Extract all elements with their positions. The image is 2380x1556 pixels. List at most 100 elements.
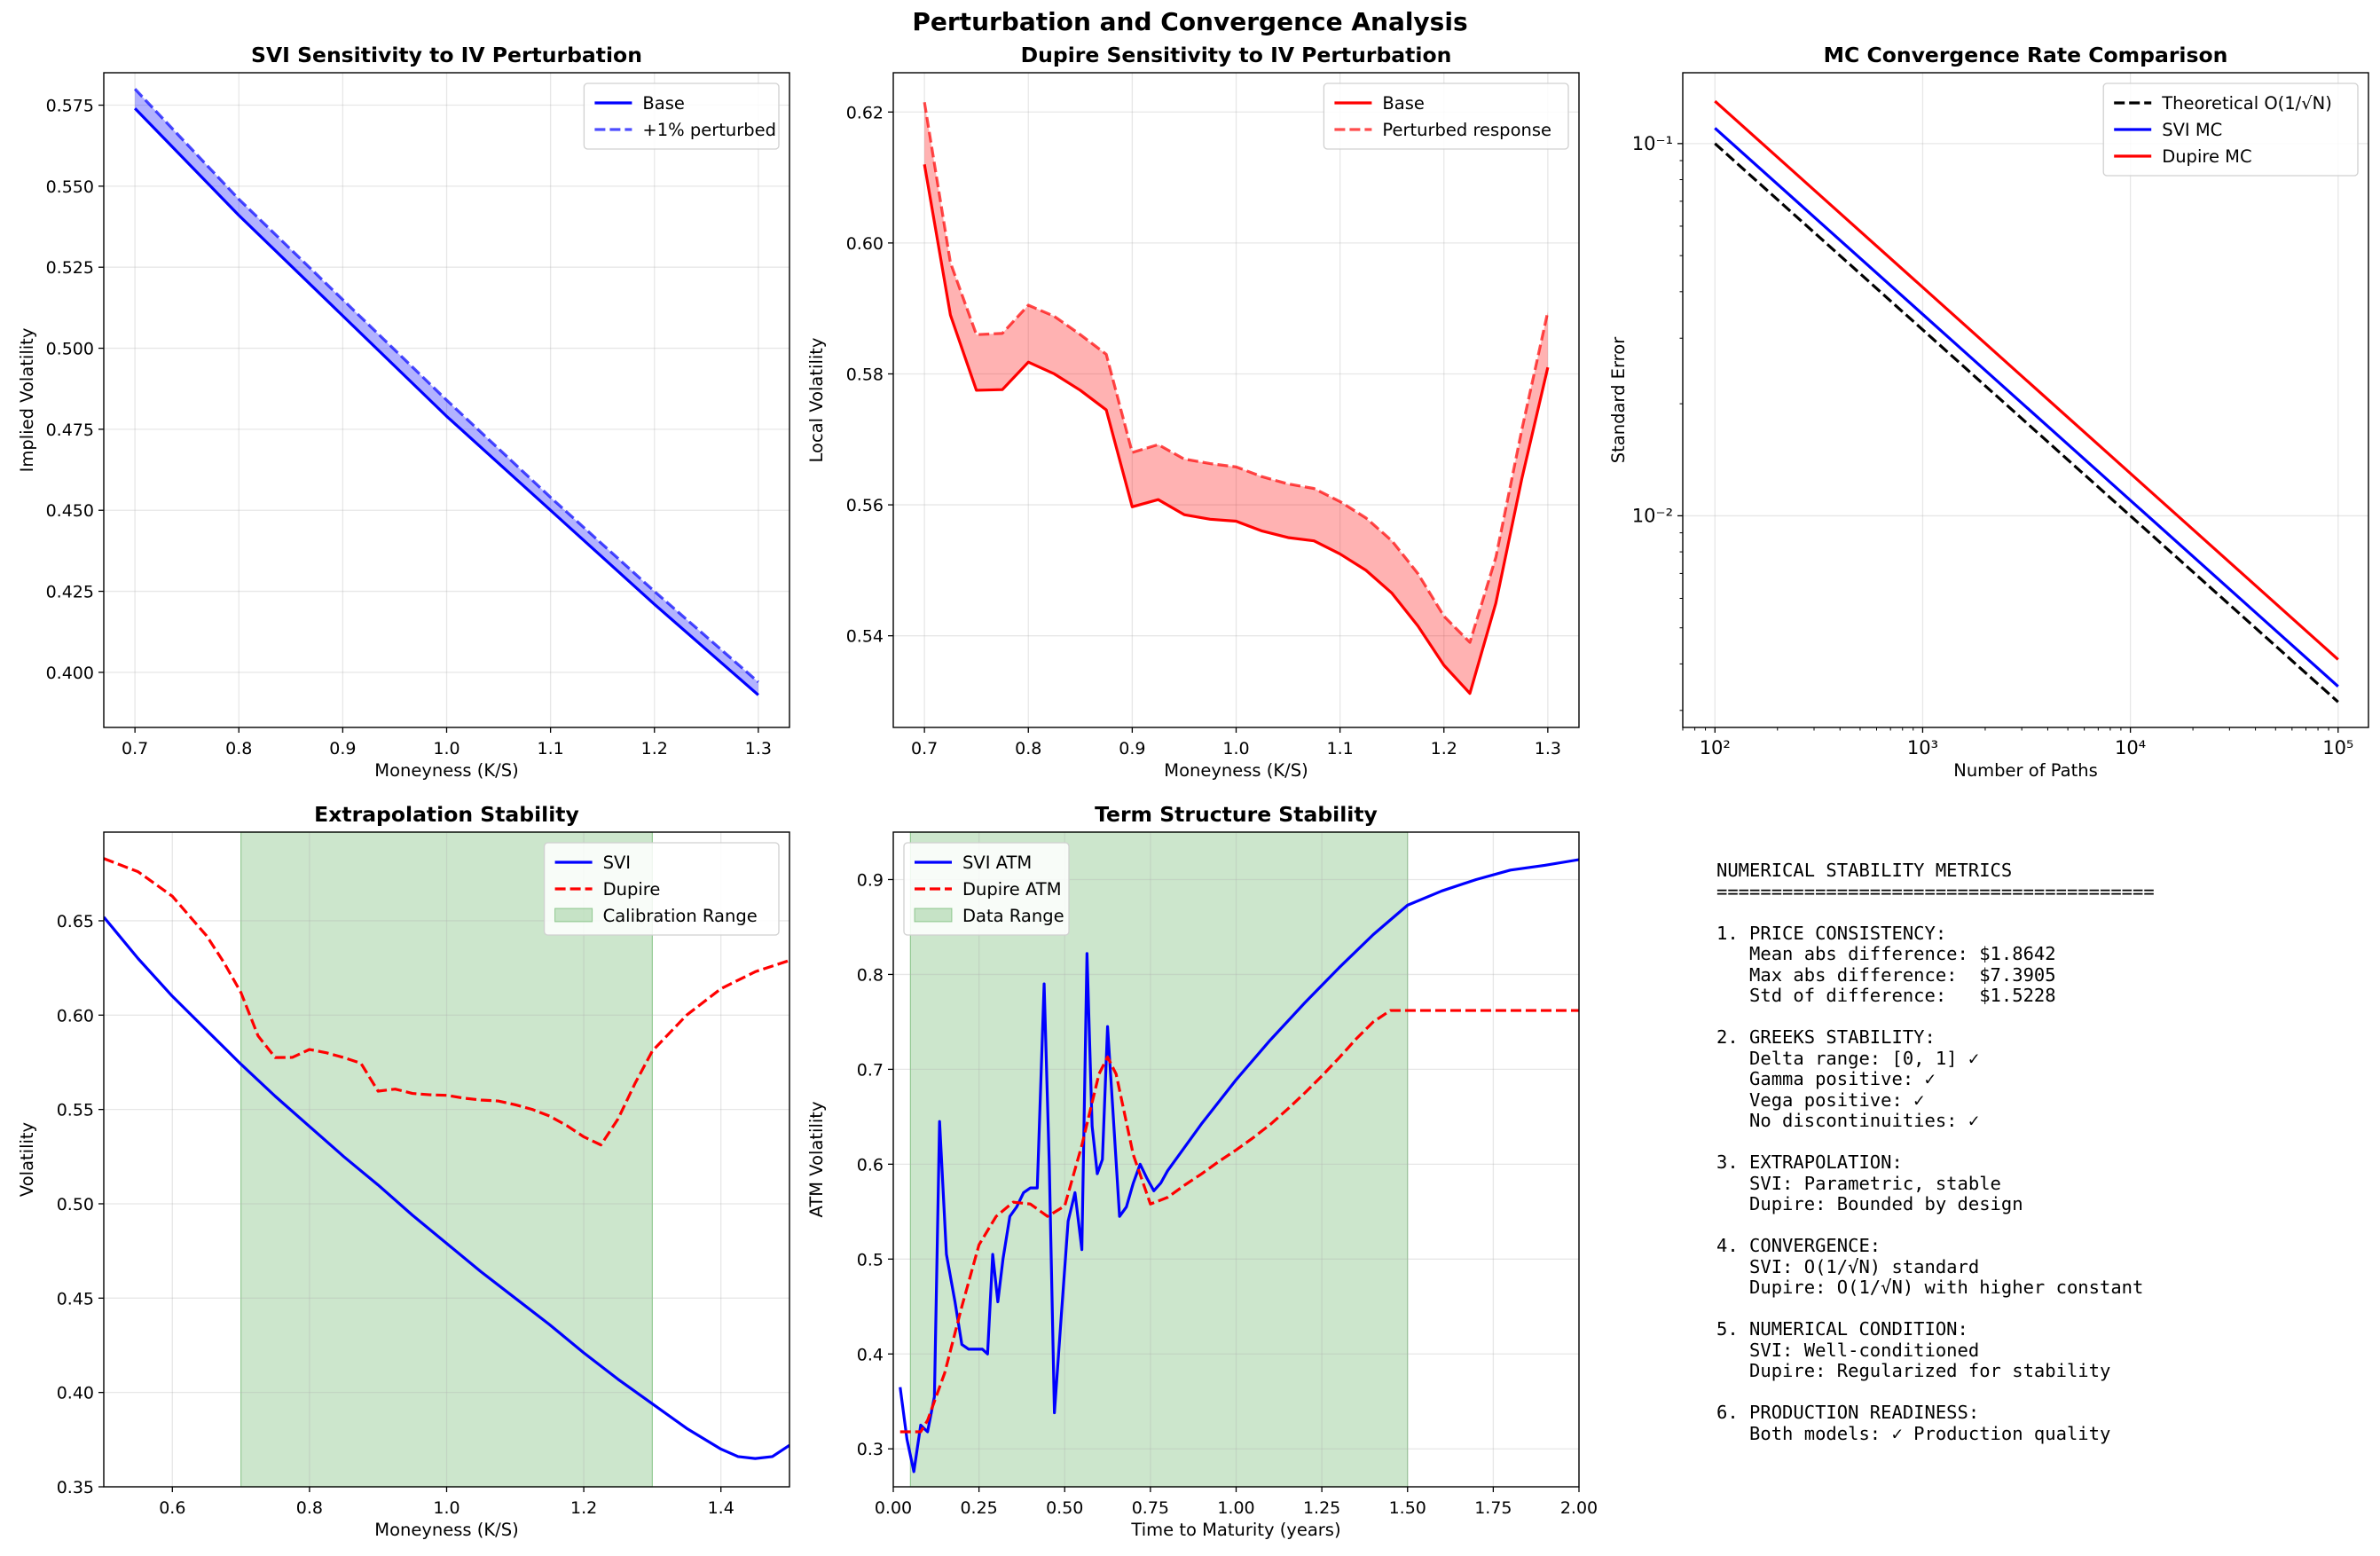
metrics-line: Delta range: [0, 1] ✓ [1716,1047,1980,1069]
y-tick-label: 0.60 [57,1006,94,1026]
x-tick-label: 1.25 [1303,1498,1340,1518]
y-axis-label: Volatility [17,1122,37,1197]
y-tick-label: 0.475 [46,420,94,440]
metrics-line: 2. GREEKS STABILITY: [1716,1026,1936,1048]
metrics-line: 4. CONVERGENCE: [1716,1235,1881,1256]
metrics-line: No discontinuities: ✓ [1716,1110,1980,1131]
x-tick-label: 0.8 [296,1498,323,1518]
metrics-line: ======================================== [1716,880,2155,902]
y-tick-label: 0.35 [57,1478,94,1497]
metrics-line: 5. NUMERICAL CONDITION: [1716,1318,1968,1340]
legend-label: Dupire MC [2162,146,2251,167]
legend-label: SVI MC [2162,120,2222,140]
metrics-line: Dupire: O(1/√N) with higher constant [1716,1277,2144,1298]
chart-mc-convergence: 10² 10³ 10⁴ 10⁵ 10⁻² 10⁻¹ MC Convergence Rate … [1608,43,2369,781]
legend-box [1323,83,1569,150]
legend-label: Calibration Range [603,906,758,926]
figure-title: Perturbation and Convergence Analysis [912,7,1468,36]
y-tick-label: 10⁻¹ [1632,133,1673,154]
legend: SVI ATM Dupire ATM Data Range [903,842,1070,936]
series-line [1714,127,2339,688]
legend-label: Base [642,93,684,114]
x-tick-label: 10⁴ [2115,737,2146,758]
x-tick-label: 1.0 [1222,739,1249,758]
x-tick-label: 1.2 [1431,739,1457,758]
y-tick-label: 0.60 [846,234,884,254]
metrics-line: SVI: Parametric, stable [1716,1172,2001,1194]
series-line [899,858,1579,1473]
metrics-line: 1. PRICE CONSISTENCY: [1716,922,1947,944]
chart-term-structure: 0.00 0.25 0.50 0.75 1.00 1.25 1.50 1.75 2.00 0.3 0… [806,802,1598,1540]
chart-title: Dupire Sensitivity to IV Perturbation [1021,43,1452,67]
y-tick-label: 0.525 [46,258,94,278]
metrics-line: SVI: O(1/√N) standard [1716,1255,1980,1277]
legend-label: Dupire [603,879,661,900]
x-tick-label: 10⁵ [2322,737,2353,758]
metrics-line: Mean abs difference: $1.8642 [1716,943,2056,964]
legend-label: Data Range [962,906,1064,926]
x-axis-label: Moneyness (K/S) [374,1520,518,1540]
y-tick-label: 0.5 [857,1250,884,1269]
legend-swatch [554,908,593,923]
y-tick-label: 0.8 [857,965,884,985]
y-tick-label: 0.55 [57,1101,94,1120]
legend-box [2102,83,2359,177]
metrics-line: Dupire: Regularized for stability [1716,1360,2111,1381]
legend: SVI Dupire Calibration Range [543,842,780,936]
y-axis-label: Local Volatility [806,338,827,463]
legend-box [903,842,1070,936]
y-tick-label: 0.7 [857,1060,884,1080]
y-tick-label: 0.45 [57,1289,94,1308]
stability-metrics-panel: NUMERICAL STABILITY METRICS ============… [1716,860,2155,1444]
y-tick-label: 0.4 [857,1345,884,1364]
series-line [104,857,789,1147]
x-tick-label: 1.0 [433,739,460,758]
legend-label: Theoretical O(1/√N) [2161,93,2332,114]
y-tick-label: 0.450 [46,501,94,521]
x-tick-label: 1.00 [1217,1498,1254,1518]
series-line [133,88,759,684]
y-tick-label: 0.400 [46,664,94,683]
x-tick-label: 1.1 [538,739,564,758]
chart-dupire-sensitivity: 0.7 0.8 0.9 1.0 1.1 1.2 1.3 0.54 0.56 0.58 0.60 0.6… [806,43,1580,781]
x-tick-label: 0.7 [122,739,148,758]
y-tick-label: 0.575 [46,97,94,116]
x-tick-label: 0.8 [225,739,252,758]
chart-svi-sensitivity: 0.7 0.8 0.9 1.0 1.1 1.2 1.3 0.400 0.425 0.450 0.47… [17,43,790,781]
x-tick-label: 1.50 [1389,1498,1426,1518]
legend-label: Dupire ATM [962,879,1062,900]
metrics-line: Std of difference: $1.5228 [1716,985,2056,1006]
legend-box [543,842,780,936]
series-line [899,1009,1579,1434]
range-span [909,831,1409,1488]
metrics-line: 6. PRODUCTION READINESS: [1716,1402,1980,1423]
metrics-line: Dupire: Bounded by design [1716,1193,2023,1214]
legend: Theoretical O(1/√N) SVI MC Dupire MC [2102,83,2359,177]
y-tick-label: 0.550 [46,177,94,197]
x-tick-label: 1.0 [433,1498,460,1518]
y-tick-label: 0.40 [57,1384,94,1403]
grid [104,832,789,1488]
x-tick-label: 0.7 [911,739,938,758]
x-tick-label: 1.2 [570,1498,597,1518]
y-axis-label: ATM Volatility [806,1102,827,1218]
x-tick-label: 1.3 [1535,739,1561,758]
x-tick-label: 1.1 [1327,739,1354,758]
chart-title: Extrapolation Stability [314,802,579,827]
metrics-line: 3. EXTRAPOLATION: [1716,1151,1903,1173]
x-tick-label: 0.9 [1119,739,1145,758]
y-tick-label: 0.6 [857,1155,884,1175]
metrics-line: Vega positive: ✓ [1716,1088,1925,1111]
series-line [1714,99,2339,661]
legend: Base +1% perturbed [583,83,780,150]
legend-label: SVI [603,853,631,873]
chart-title: Term Structure Stability [1095,802,1378,827]
legend-swatch [914,908,953,923]
metrics-line: Max abs difference: $7.3905 [1716,963,2056,986]
y-tick-label: 0.56 [846,496,884,515]
legend-box [583,83,780,150]
x-axis-label: Time to Maturity (years) [1130,1520,1340,1540]
x-tick-label: 1.2 [641,739,668,758]
y-axis-label: Implied Volatility [17,328,37,473]
